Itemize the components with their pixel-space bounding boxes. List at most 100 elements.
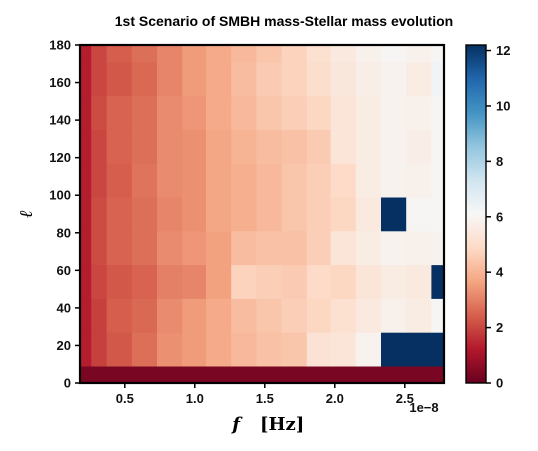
heatmap-cell [91, 163, 107, 198]
heatmap-cell [206, 298, 232, 333]
heatmap-cell [231, 332, 257, 367]
heatmap-cell [131, 264, 158, 299]
y-axis: 0 20 40 60 80 100 120 140 160 180 [49, 38, 80, 391]
heatmap-cell [406, 332, 432, 367]
heatmap-cell [256, 366, 282, 384]
heatmap-cell [206, 197, 232, 232]
heatmap-cell [80, 45, 92, 63]
heatmap-cell [206, 332, 232, 367]
heatmap-cell [281, 332, 308, 367]
heatmap-cell [182, 95, 207, 130]
heatmap-cell [330, 45, 357, 63]
heatmap-cell [330, 129, 357, 164]
heatmap-cell [256, 61, 282, 97]
heatmap-cell [281, 264, 308, 299]
heatmap-cell [206, 366, 232, 384]
heatmap-cell [355, 95, 382, 130]
heatmap-cell [431, 264, 445, 299]
heatmap-cell [182, 332, 207, 367]
x-axis-label: f [Hz] [230, 414, 304, 435]
x-tick-label: 1.0 [186, 391, 204, 406]
heatmap-cell [182, 61, 207, 97]
heatmap-cell [431, 332, 445, 367]
heatmap-cell [355, 129, 382, 164]
heatmap-cell [406, 45, 432, 63]
heatmap-cell [330, 264, 357, 299]
heatmap-cell [256, 332, 282, 367]
heatmap-cell [431, 298, 445, 333]
heatmap-cell [157, 298, 183, 333]
heatmap-cell [231, 230, 257, 266]
heatmap-cell [406, 230, 432, 266]
y-tick-label: 180 [49, 38, 71, 53]
plot-frame [78, 43, 446, 385]
heatmap-cell [182, 230, 207, 266]
heatmap-cell [80, 129, 92, 164]
heatmap-cells [80, 45, 445, 384]
x-axis-symbol: f [230, 414, 243, 435]
heatmap-cell [206, 230, 232, 266]
heatmap-cell [231, 366, 257, 384]
colorbar-tick-label: 10 [496, 98, 510, 113]
heatmap-cell [80, 264, 92, 299]
heatmap-cell [306, 197, 331, 232]
heatmap-cell [330, 230, 357, 266]
heatmap-cell [406, 95, 432, 130]
heatmap-cell [381, 95, 407, 130]
heatmap-cell [431, 45, 445, 63]
heatmap-cell [431, 230, 445, 266]
heatmap-cell [431, 197, 445, 232]
heatmap-cell [157, 264, 183, 299]
x-tick-label: 2.0 [326, 391, 344, 406]
heatmap-cell [106, 163, 133, 198]
heatmap-cell [231, 95, 257, 130]
heatmap-cell [306, 61, 331, 97]
heatmap-cell [182, 197, 207, 232]
heatmap-cell [91, 197, 107, 232]
heatmap-cell [306, 129, 331, 164]
heatmap-cell [281, 129, 308, 164]
chart-title: 1st Scenario of SMBH mass-Stellar mass e… [115, 13, 453, 29]
heatmap-cell [355, 366, 382, 384]
heatmap-cell [91, 61, 107, 97]
heatmap-cell [281, 230, 308, 266]
colorbar-tick-label: 4 [496, 265, 504, 280]
x-axis: 0.5 1.0 1.5 2.0 2.5 [116, 383, 414, 406]
heatmap-cell [91, 129, 107, 164]
heatmap-cell [381, 61, 407, 97]
heatmap-cell [106, 129, 133, 164]
y-tick-label: 80 [57, 225, 71, 240]
heatmap-cell [106, 332, 133, 367]
heatmap-cell [106, 45, 133, 63]
heatmap-cell [206, 163, 232, 198]
heatmap-cell [281, 197, 308, 232]
heatmap-cell [256, 45, 282, 63]
heatmap-cell [80, 332, 92, 367]
heatmap-cell [206, 264, 232, 299]
heatmap-cell [106, 95, 133, 130]
heatmap-cell [231, 197, 257, 232]
y-tick-label: 0 [64, 376, 71, 391]
heatmap-cell [131, 61, 158, 97]
heatmap-cell [131, 230, 158, 266]
heatmap-cell [206, 61, 232, 97]
heatmap-cell [431, 95, 445, 130]
heatmap-cell [406, 163, 432, 198]
heatmap-cell [256, 95, 282, 130]
heatmap-cell [406, 197, 432, 232]
heatmap-cell [256, 197, 282, 232]
heatmap-cell [281, 163, 308, 198]
heatmap-cell [131, 129, 158, 164]
colorbar-tick-label: 0 [496, 376, 503, 391]
heatmap-cell [131, 197, 158, 232]
heatmap-cell [157, 163, 183, 198]
heatmap-cell [91, 298, 107, 333]
heatmap-cell [231, 61, 257, 97]
heatmap-cell [131, 163, 158, 198]
y-tick-label: 160 [49, 75, 71, 90]
heatmap-cell [106, 61, 133, 97]
x-tick-label: 1.5 [256, 391, 274, 406]
heatmap-cell [91, 95, 107, 130]
heatmap-cell [206, 45, 232, 63]
heatmap-cell [106, 264, 133, 299]
